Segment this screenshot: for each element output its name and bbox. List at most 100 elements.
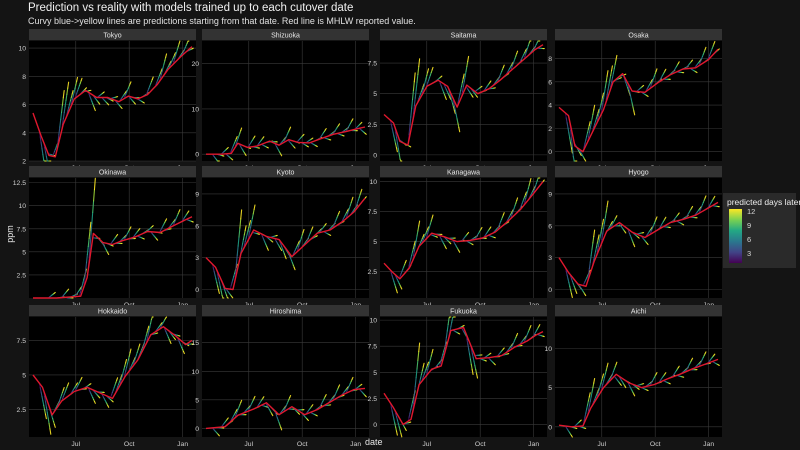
prediction-segment	[156, 238, 159, 241]
prediction-segment	[529, 324, 532, 329]
prediction-segment	[151, 76, 154, 80]
x-tick-label: Jul	[597, 441, 606, 448]
plot-area	[380, 41, 547, 161]
prediction-segment	[587, 132, 590, 138]
prediction-segment	[615, 54, 618, 61]
prediction-segment	[588, 127, 591, 134]
y-tick-label: 4	[548, 103, 552, 110]
prediction-segment	[93, 189, 96, 202]
prediction-segment	[226, 146, 229, 149]
prediction-segment	[606, 89, 609, 96]
prediction-segment	[63, 105, 66, 114]
prediction-segment	[262, 396, 265, 399]
prediction-segment	[400, 286, 403, 290]
prediction-segment	[422, 233, 425, 237]
prediction-segment	[630, 98, 633, 104]
prediction-segment	[606, 200, 609, 208]
prediction-segment	[606, 70, 609, 77]
prediction-segment	[253, 135, 256, 139]
prediction-segment	[293, 146, 296, 149]
prediction-segment	[338, 210, 341, 215]
prediction-segment	[529, 177, 532, 183]
prediction-segment	[421, 366, 424, 372]
prediction-segment	[249, 226, 252, 233]
prediction-segment	[84, 270, 87, 280]
prediction-segment	[234, 263, 237, 274]
prediction-segment	[458, 126, 461, 133]
prediction-segment	[425, 74, 428, 80]
prediction-segment	[212, 267, 215, 272]
prediction-segment	[93, 400, 96, 404]
panel-title: Hokkaido	[98, 308, 127, 315]
prediction-segment	[597, 111, 600, 117]
prediction-segment	[393, 135, 396, 141]
prediction-segment	[395, 143, 398, 149]
prediction-segment	[476, 373, 479, 379]
prediction-segment	[579, 419, 582, 422]
prediction-segment	[76, 382, 79, 385]
prediction-segment	[306, 418, 309, 422]
prediction-segment	[571, 138, 573, 149]
prediction-segment	[395, 426, 398, 432]
prediction-segment	[411, 397, 414, 403]
prediction-segment	[235, 254, 238, 265]
prediction-segment	[606, 362, 609, 368]
prediction-segment	[610, 70, 613, 77]
prediction-segment	[421, 88, 424, 93]
prediction-segment	[418, 58, 421, 68]
prediction-segment	[586, 128, 589, 134]
prediction-segment	[570, 293, 573, 299]
y-tick-label: 10	[544, 346, 552, 353]
plot-area	[555, 317, 722, 437]
prediction-segment	[502, 64, 505, 68]
prediction-segment	[129, 226, 132, 230]
prediction-segment	[84, 87, 87, 90]
prediction-segment	[311, 404, 314, 407]
prediction-segment	[608, 79, 611, 86]
prediction-segment	[61, 118, 64, 126]
prediction-segment	[144, 335, 147, 340]
prediction-segment	[44, 395, 47, 403]
prediction-segment	[62, 89, 65, 99]
y-tick-label: 4	[22, 130, 26, 137]
prediction-segment	[589, 396, 592, 402]
prediction-segment	[62, 111, 65, 120]
prediction-segment	[600, 227, 603, 234]
prediction-segment	[538, 324, 541, 327]
prediction-segment	[568, 132, 571, 139]
prediction-segment	[565, 117, 568, 124]
prediction-segment	[610, 81, 613, 88]
panel-title: Osaka	[628, 32, 648, 39]
prediction-segment	[57, 133, 60, 143]
prediction-segment	[516, 197, 519, 202]
prediction-segment	[89, 234, 92, 247]
prediction-segment	[607, 84, 610, 91]
y-tick-label: 7.5	[368, 344, 378, 351]
prediction-segment	[42, 153, 45, 161]
prediction-segment	[604, 369, 607, 375]
prediction-segment	[107, 405, 110, 408]
prediction-segment	[570, 289, 573, 295]
prediction-segment	[399, 429, 402, 435]
prediction-segment	[566, 274, 569, 280]
prediction-segment	[586, 400, 589, 406]
prediction-segment	[284, 255, 287, 260]
prediction-segment	[408, 125, 411, 136]
prediction-segment	[217, 434, 220, 437]
prediction-segment	[610, 221, 613, 224]
prediction-segment	[605, 75, 608, 83]
prediction-segment	[239, 218, 242, 229]
prediction-segment	[431, 66, 434, 71]
prediction-segment	[619, 383, 622, 386]
prediction-segment	[447, 317, 450, 326]
prediction-segment	[39, 387, 42, 393]
prediction-segment	[238, 227, 241, 238]
prediction-segment	[585, 135, 588, 141]
prediction-segment	[420, 373, 422, 379]
y-tick-label: 6	[548, 79, 552, 86]
y-tick-label: 2	[548, 126, 552, 133]
prediction-segment	[82, 278, 85, 284]
prediction-segment	[145, 332, 148, 337]
prediction-segment	[41, 395, 44, 402]
prediction-segment	[231, 296, 234, 299]
